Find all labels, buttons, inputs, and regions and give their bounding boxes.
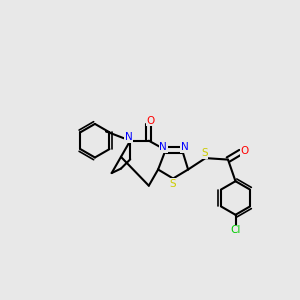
Text: O: O bbox=[240, 146, 248, 156]
Text: N: N bbox=[181, 142, 188, 152]
Text: O: O bbox=[146, 116, 154, 126]
Text: Cl: Cl bbox=[230, 225, 241, 236]
Text: N: N bbox=[125, 132, 133, 142]
Text: S: S bbox=[201, 148, 208, 158]
Text: N: N bbox=[159, 142, 167, 152]
Text: S: S bbox=[170, 179, 176, 189]
